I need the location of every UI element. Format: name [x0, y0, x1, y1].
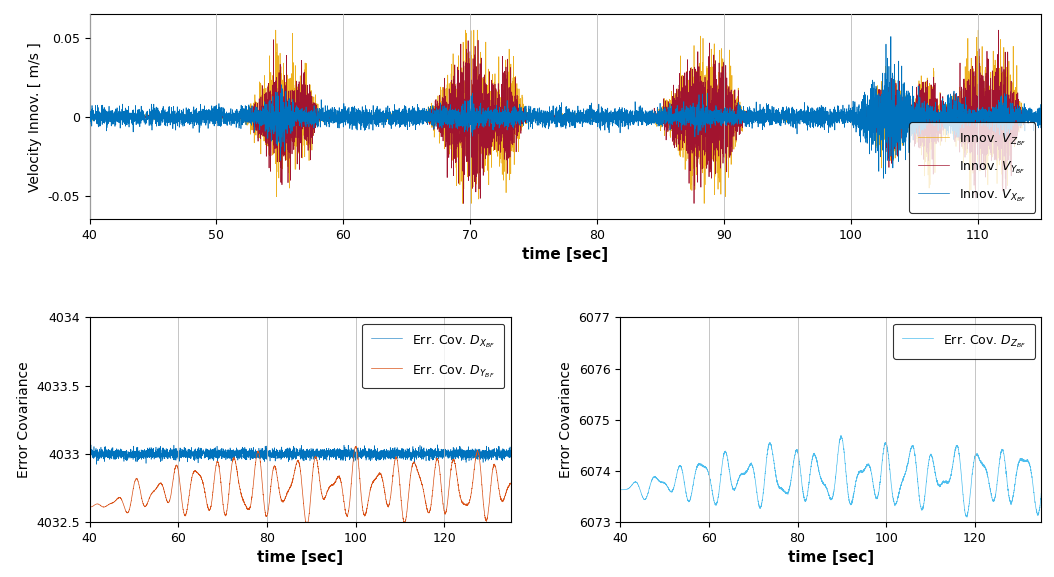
Innov. $V_{X_{BF}}$ — [1019, 116, 1032, 123]
Innov. $V_{X_{BF}}$ — [1035, 113, 1048, 119]
Innov. $V_{Z_{BF}}$ — [1019, 111, 1032, 118]
Legend: Err. Cov. $D_{Z_{BF}}$: Err. Cov. $D_{Z_{BF}}$ — [893, 324, 1035, 358]
Err. Cov. $D_{Z_{BF}}$ — [866, 478, 879, 485]
Err. Cov. $D_{X_{BF}}$ — [397, 452, 410, 459]
Err. Cov. $D_{X_{BF}}$ — [83, 455, 96, 462]
X-axis label: time [sec]: time [sec] — [787, 550, 874, 565]
Innov. $V_{Y_{BF}}$ — [83, 113, 96, 119]
Innov. $V_{X_{BF}}$ — [680, 112, 692, 119]
Err. Cov. $D_{Y_{BF}}$ — [245, 501, 257, 508]
Err. Cov. $D_{Y_{BF}}$ — [299, 519, 312, 526]
Line: Err. Cov. $D_{Y_{BF}}$: Err. Cov. $D_{Y_{BF}}$ — [90, 447, 511, 522]
Innov. $V_{Z_{BF}}$ — [680, 108, 692, 115]
Innov. $V_{X_{BF}}$ — [835, 115, 847, 122]
Err. Cov. $D_{Z_{BF}}$ — [887, 500, 900, 507]
Err. Cov. $D_{Z_{BF}}$ — [690, 463, 703, 470]
Innov. $V_{Y_{BF}}$ — [992, 27, 1004, 33]
Err. Cov. $D_{X_{BF}}$ — [505, 449, 518, 456]
Err. Cov. $D_{Y_{BF}}$ — [349, 443, 362, 450]
Line: Err. Cov. $D_{X_{BF}}$: Err. Cov. $D_{X_{BF}}$ — [90, 445, 511, 464]
Line: Innov. $V_{X_{BF}}$: Innov. $V_{X_{BF}}$ — [90, 36, 1041, 178]
Line: Innov. $V_{Y_{BF}}$: Innov. $V_{Y_{BF}}$ — [90, 30, 1041, 204]
Err. Cov. $D_{Z_{BF}}$ — [1035, 489, 1048, 496]
Innov. $V_{Z_{BF}}$ — [1035, 115, 1048, 122]
Err. Cov. $D_{X_{BF}}$ — [160, 445, 173, 452]
Err. Cov. $D_{Y_{BF}}$ — [505, 480, 518, 487]
Err. Cov. $D_{Y_{BF}}$ — [160, 495, 173, 502]
Innov. $V_{Z_{BF}}$ — [138, 114, 151, 121]
Err. Cov. $D_{X_{BF}}$ — [245, 450, 257, 457]
Y-axis label: Error Covariance: Error Covariance — [17, 362, 31, 478]
Innov. $V_{Y_{BF}}$ — [665, 114, 678, 121]
Y-axis label: Error Covariance: Error Covariance — [559, 362, 573, 478]
Innov. $V_{X_{BF}}$ — [884, 33, 897, 40]
Err. Cov. $D_{X_{BF}}$ — [431, 441, 444, 448]
Innov. $V_{Z_{BF}}$ — [456, 200, 469, 207]
X-axis label: time [sec]: time [sec] — [523, 248, 608, 263]
Err. Cov. $D_{Y_{BF}}$ — [357, 511, 370, 518]
Legend: Err. Cov. $D_{X_{BF}}$, Err. Cov. $D_{Y_{BF}}$: Err. Cov. $D_{X_{BF}}$, Err. Cov. $D_{Y_… — [363, 324, 505, 388]
Innov. $V_{Z_{BF}}$ — [83, 115, 96, 122]
Innov. $V_{Z_{BF}}$ — [270, 27, 282, 33]
Innov. $V_{X_{BF}}$ — [665, 108, 678, 115]
Innov. $V_{Y_{BF}}$ — [835, 113, 847, 120]
Err. Cov. $D_{X_{BF}}$ — [430, 449, 443, 456]
Err. Cov. $D_{X_{BF}}$ — [357, 450, 370, 457]
Err. Cov. $D_{Y_{BF}}$ — [397, 518, 410, 525]
Innov. $V_{Y_{BF}}$ — [138, 113, 151, 119]
Err. Cov. $D_{Y_{BF}}$ — [336, 485, 349, 492]
Err. Cov. $D_{Y_{BF}}$ — [83, 503, 96, 510]
Err. Cov. $D_{Z_{BF}}$ — [960, 514, 973, 520]
Err. Cov. $D_{Z_{BF}}$ — [835, 432, 847, 439]
Err. Cov. $D_{Y_{BF}}$ — [430, 458, 443, 465]
Innov. $V_{Y_{BF}}$ — [1035, 114, 1048, 121]
Line: Innov. $V_{Z_{BF}}$: Innov. $V_{Z_{BF}}$ — [90, 30, 1041, 204]
Err. Cov. $D_{X_{BF}}$ — [336, 448, 349, 455]
Err. Cov. $D_{Z_{BF}}$ — [960, 512, 973, 519]
Innov. $V_{X_{BF}}$ — [138, 115, 151, 122]
Y-axis label: Velocity Innov. [ m/s ]: Velocity Innov. [ m/s ] — [27, 42, 42, 192]
Err. Cov. $D_{X_{BF}}$ — [91, 461, 103, 468]
Innov. $V_{Z_{BF}}$ — [835, 116, 847, 123]
Line: Err. Cov. $D_{Z_{BF}}$: Err. Cov. $D_{Z_{BF}}$ — [620, 436, 1041, 517]
Innov. $V_{X_{BF}}$ — [877, 175, 890, 182]
Err. Cov. $D_{Z_{BF}}$ — [929, 464, 941, 471]
Innov. $V_{Y_{BF}}$ — [337, 114, 350, 121]
Err. Cov. $D_{Z_{BF}}$ — [613, 486, 626, 493]
Innov. $V_{Y_{BF}}$ — [457, 200, 470, 207]
Innov. $V_{Y_{BF}}$ — [1019, 113, 1032, 120]
Legend: Innov. $V_{Z_{BF}}$, Innov. $V_{Y_{BF}}$, Innov. $V_{X_{BF}}$: Innov. $V_{Z_{BF}}$, Innov. $V_{Y_{BF}}$… — [910, 122, 1035, 213]
Innov. $V_{X_{BF}}$ — [337, 113, 350, 119]
X-axis label: time [sec]: time [sec] — [257, 550, 344, 565]
Innov. $V_{Z_{BF}}$ — [338, 113, 351, 119]
Innov. $V_{Z_{BF}}$ — [665, 119, 678, 126]
Err. Cov. $D_{Z_{BF}}$ — [775, 485, 787, 492]
Innov. $V_{Y_{BF}}$ — [680, 101, 692, 108]
Innov. $V_{X_{BF}}$ — [83, 107, 96, 114]
